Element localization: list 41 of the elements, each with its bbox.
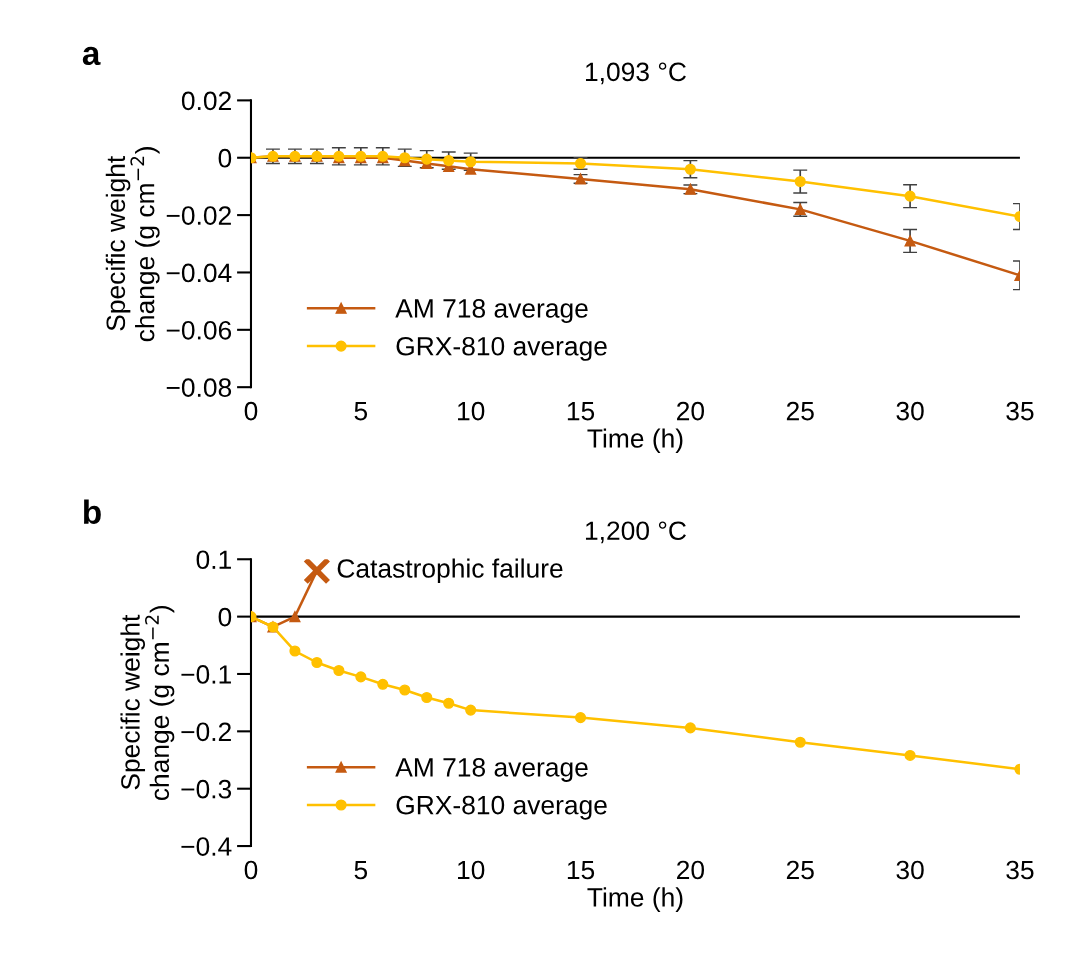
chart-title: 1,200 °C bbox=[585, 521, 686, 544]
x-tick-label: 10 bbox=[458, 401, 485, 421]
x-tick-label: 5 bbox=[354, 402, 368, 421]
x-tick-label: 35 bbox=[1006, 860, 1034, 880]
x-tick-label: 10 bbox=[458, 860, 485, 880]
y-tick-label: 0 bbox=[218, 148, 232, 168]
y-axis-title: Specific weight change (g cm$^{−2}$) bbox=[120, 605, 175, 801]
x-tick-label: 25 bbox=[786, 401, 814, 421]
legend-label: GRX-810 average bbox=[396, 795, 607, 820]
x-tick-label: 0 bbox=[244, 860, 258, 880]
text: b bbox=[84, 499, 101, 524]
y-tick-label: −0.04 bbox=[166, 263, 232, 283]
y-tick-label: −0.3 bbox=[181, 779, 232, 799]
y-tick-label: −0.1 bbox=[181, 665, 231, 684]
x-tick-label: 15 bbox=[567, 402, 595, 421]
x-tick-label: 15 bbox=[567, 860, 595, 880]
x-tick-label: 0 bbox=[244, 401, 258, 421]
x-tick-label: 5 bbox=[354, 860, 368, 880]
legend-label: AM 718 average bbox=[395, 757, 588, 782]
y-tick-label: −0.02 bbox=[166, 206, 231, 225]
y-tick-label: −0.2 bbox=[181, 722, 231, 742]
annotation: Catastrophic failure bbox=[337, 558, 563, 584]
y-tick-label: 0.02 bbox=[181, 91, 231, 111]
x-axis-title: Time (h) bbox=[587, 428, 683, 454]
y-tick-label: −0.4 bbox=[181, 837, 232, 856]
x-axis-title: Time (h) bbox=[587, 887, 683, 912]
chart-title: 1,093 °C bbox=[585, 62, 686, 85]
x-tick-label: 20 bbox=[677, 860, 705, 880]
x-tick-label: 35 bbox=[1006, 401, 1034, 421]
x-tick-label: 30 bbox=[896, 401, 924, 421]
x-tick-label: 25 bbox=[786, 860, 814, 880]
y-tick-label: −0.06 bbox=[166, 320, 232, 340]
y-tick-label: 0 bbox=[218, 607, 232, 627]
x-tick-label: 20 bbox=[677, 401, 705, 421]
y-tick-label: 0.1 bbox=[196, 550, 231, 570]
text: a bbox=[82, 46, 101, 66]
x-tick-label: 30 bbox=[896, 860, 924, 880]
y-axis-title: Specific weight change (g cm$^{−2}$) bbox=[105, 147, 160, 342]
y-tick-label: −0.08 bbox=[166, 378, 232, 397]
legend-label: GRX-810 average bbox=[396, 336, 607, 361]
legend-label: AM 718 average bbox=[395, 299, 588, 323]
